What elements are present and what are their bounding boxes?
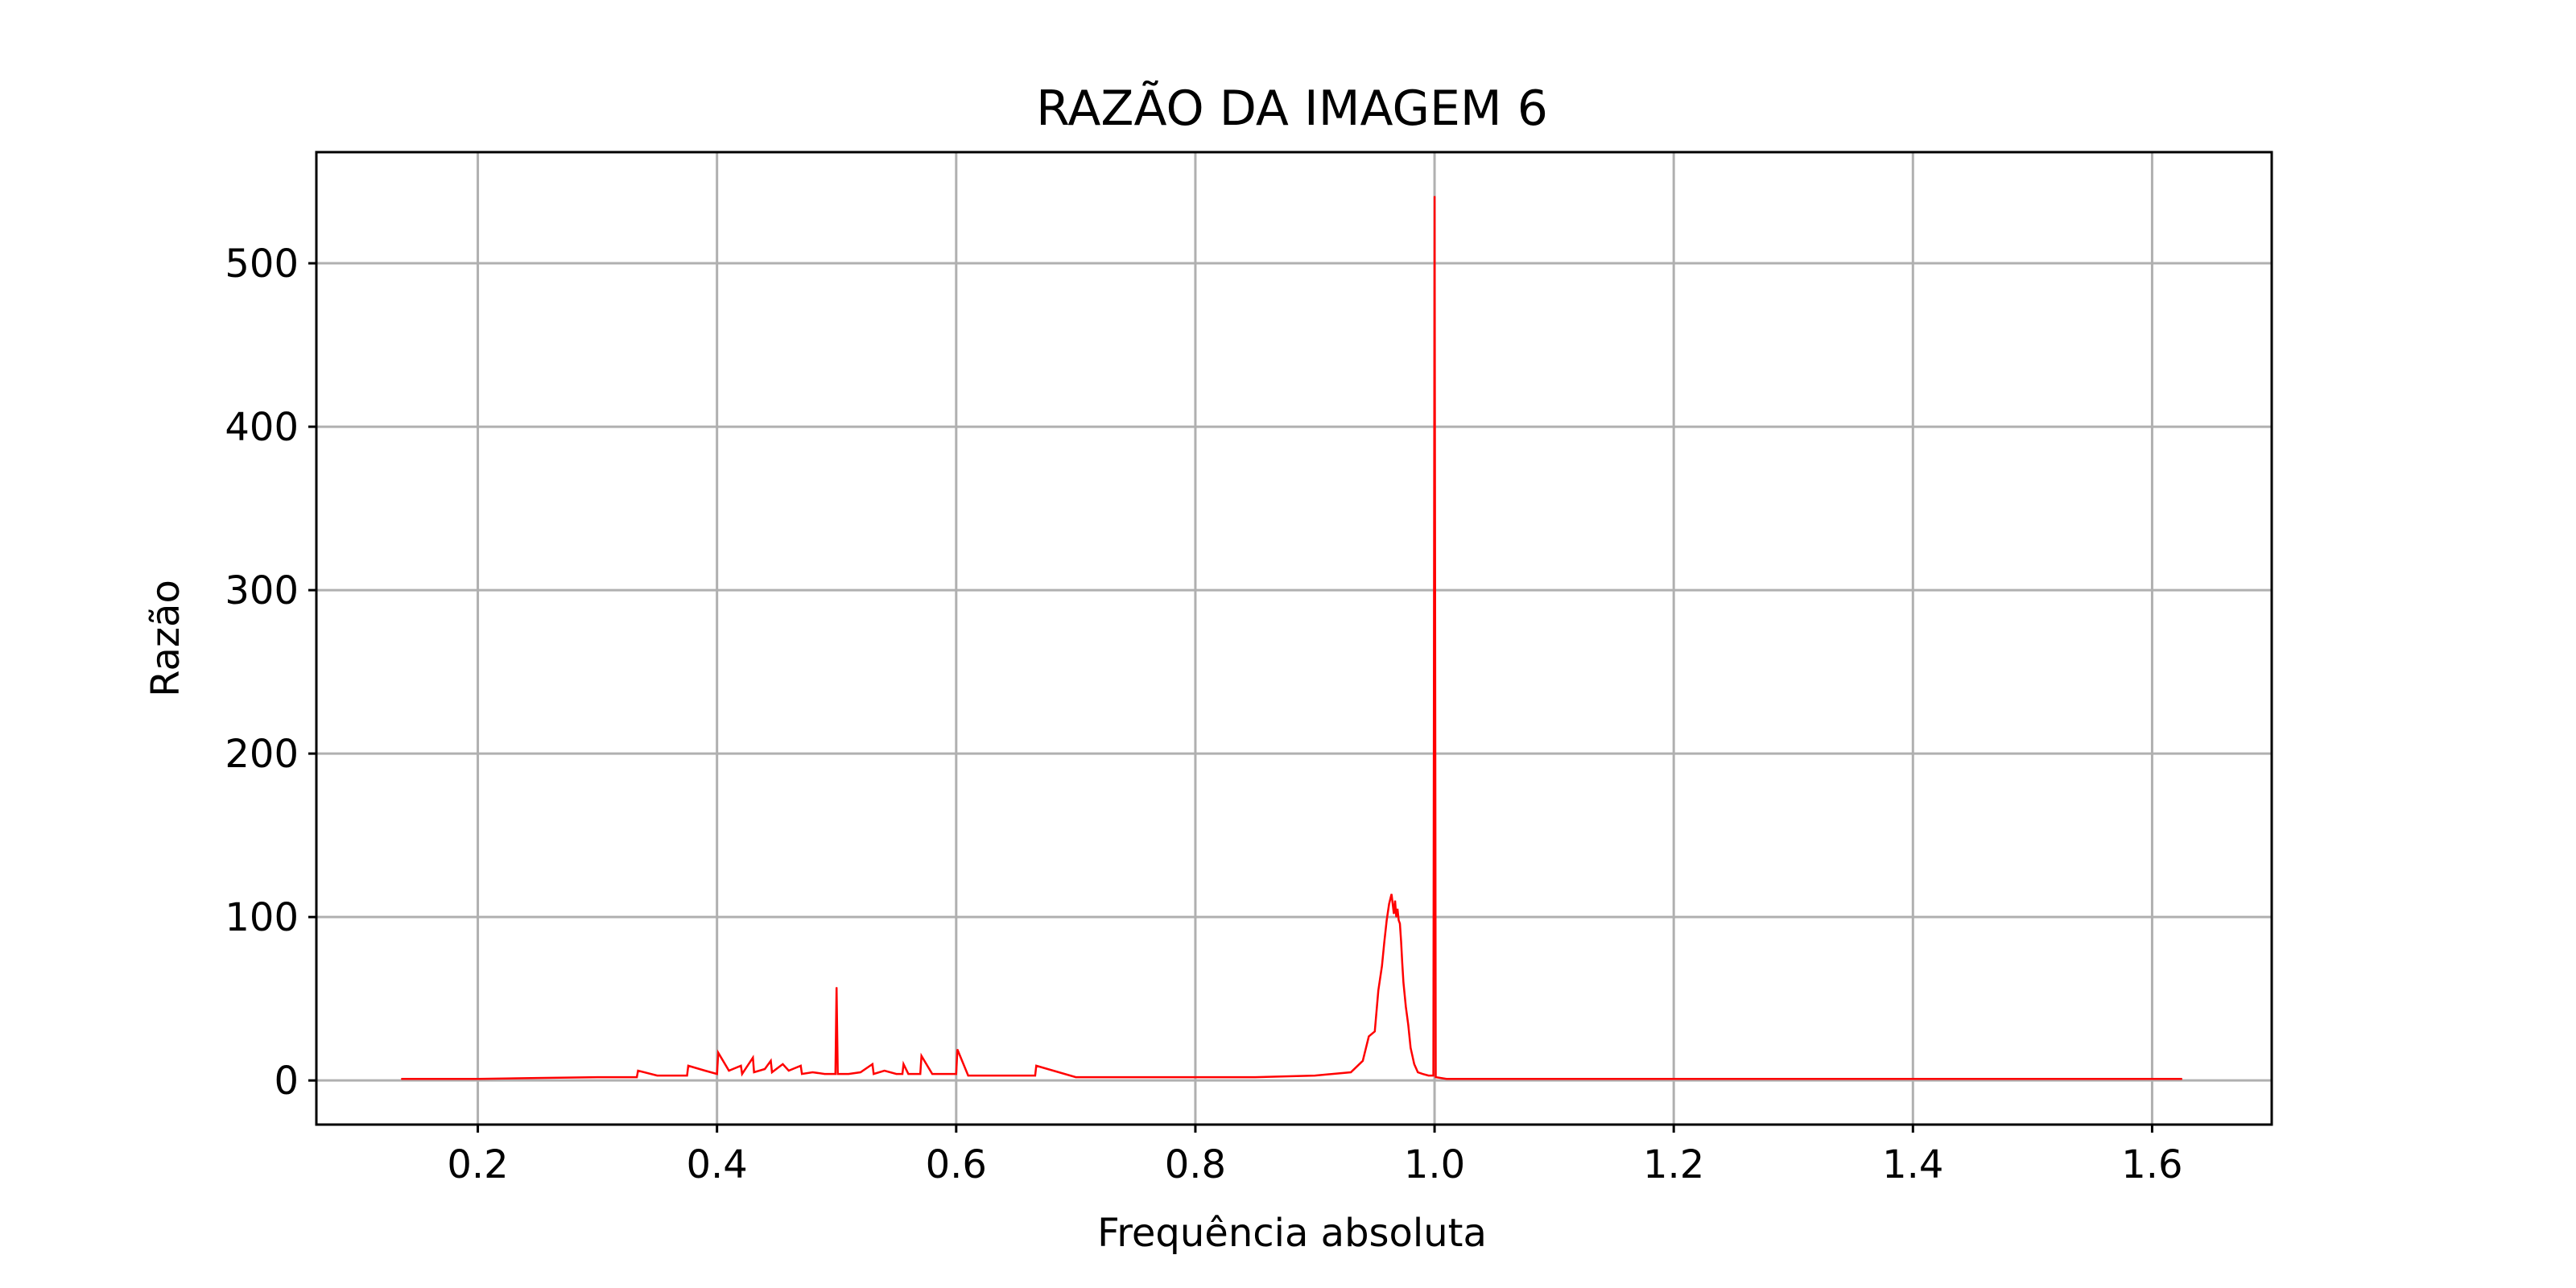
series-line-0 xyxy=(401,196,2182,1080)
data-point xyxy=(931,1073,933,1075)
data-point xyxy=(943,1073,945,1075)
y-tick-label: 0 xyxy=(274,1059,299,1104)
data-point xyxy=(1397,908,1398,910)
series-layer xyxy=(401,196,2183,1080)
data-point xyxy=(1381,965,1383,967)
data-point xyxy=(1034,1075,1036,1076)
x-axis-ticks: 0.2 0.4 0.6 0.8 1.0 1.2 1.4 1.6 xyxy=(447,1125,2183,1187)
data-point xyxy=(771,1071,773,1073)
data-point xyxy=(1396,916,1397,918)
data-point xyxy=(836,987,837,988)
y-tick-label: 100 xyxy=(225,895,299,940)
data-point xyxy=(872,1063,873,1065)
data-point xyxy=(1446,1078,1447,1080)
x-tick-label: 0.2 xyxy=(447,1142,508,1187)
x-tick-label: 0.4 xyxy=(687,1142,748,1187)
data-point xyxy=(835,1073,836,1075)
y-axis-ticks: 0 100 200 300 400 500 xyxy=(225,242,316,1104)
data-point xyxy=(919,1073,921,1075)
data-point xyxy=(921,1055,923,1057)
y-axis-label: Razão xyxy=(143,580,188,697)
data-point xyxy=(1135,1076,1137,1078)
data-point xyxy=(764,1068,766,1070)
data-point xyxy=(782,1063,783,1065)
data-point xyxy=(1399,923,1401,924)
data-point xyxy=(1793,1078,1794,1080)
data-point xyxy=(1386,919,1388,921)
chart-title: RAZÃO DA IMAGEM 6 xyxy=(1036,80,1548,137)
x-tick-label: 1.6 xyxy=(2121,1142,2182,1187)
y-tick-label: 500 xyxy=(225,242,299,287)
data-point xyxy=(1374,1030,1376,1032)
data-point xyxy=(1075,1076,1076,1078)
data-point xyxy=(800,1065,802,1067)
x-tick-label: 1.2 xyxy=(1643,1142,1704,1187)
data-point xyxy=(770,1060,771,1062)
data-point xyxy=(902,1073,903,1075)
data-point xyxy=(1384,941,1385,943)
data-point xyxy=(1435,1076,1436,1078)
data-point xyxy=(1410,1047,1411,1049)
data-point xyxy=(1407,1024,1409,1026)
data-point xyxy=(902,1063,904,1065)
data-point xyxy=(873,1073,874,1075)
data-point xyxy=(597,1076,598,1078)
data-point xyxy=(1368,1035,1369,1037)
data-point xyxy=(753,1071,755,1073)
data-point xyxy=(837,1073,839,1075)
data-point xyxy=(1402,981,1404,983)
y-tick-label: 300 xyxy=(225,568,299,613)
data-point xyxy=(1428,1075,1430,1076)
data-point xyxy=(812,1071,813,1073)
data-point xyxy=(991,1075,993,1076)
x-tick-label: 1.0 xyxy=(1404,1142,1465,1187)
data-point xyxy=(1362,1060,1364,1062)
x-tick-label: 0.6 xyxy=(926,1142,987,1187)
data-point xyxy=(896,1073,897,1075)
data-point xyxy=(1401,941,1402,943)
plot-frame xyxy=(315,151,2273,1126)
y-tick-label: 400 xyxy=(225,405,299,450)
data-point xyxy=(1394,900,1396,902)
data-point xyxy=(956,1049,958,1051)
data-point xyxy=(801,1073,803,1075)
data-point xyxy=(1433,1075,1435,1076)
data-point xyxy=(716,1073,718,1075)
data-point xyxy=(477,1078,479,1080)
data-point xyxy=(656,1075,658,1076)
x-tick-label: 0.8 xyxy=(1165,1142,1226,1187)
data-point xyxy=(824,1073,825,1075)
data-point xyxy=(1377,990,1379,991)
data-point xyxy=(1350,1071,1352,1073)
grid xyxy=(316,152,2272,1125)
data-point xyxy=(1422,1073,1423,1075)
y-tick-label: 200 xyxy=(225,732,299,777)
data-point xyxy=(717,1052,719,1054)
data-point xyxy=(848,1073,849,1075)
data-point xyxy=(907,1073,909,1075)
data-point xyxy=(1254,1076,1256,1078)
data-point xyxy=(1035,1065,1037,1067)
x-axis-label: Frequência absoluta xyxy=(1097,1211,1487,1256)
data-point xyxy=(1398,919,1399,921)
data-point xyxy=(741,1073,743,1075)
data-point xyxy=(687,1065,689,1067)
data-point xyxy=(636,1076,638,1078)
data-point xyxy=(2032,1078,2033,1080)
data-point xyxy=(401,1078,402,1080)
data-point xyxy=(537,1077,539,1079)
x-tick-label: 1.4 xyxy=(1882,1142,1943,1187)
